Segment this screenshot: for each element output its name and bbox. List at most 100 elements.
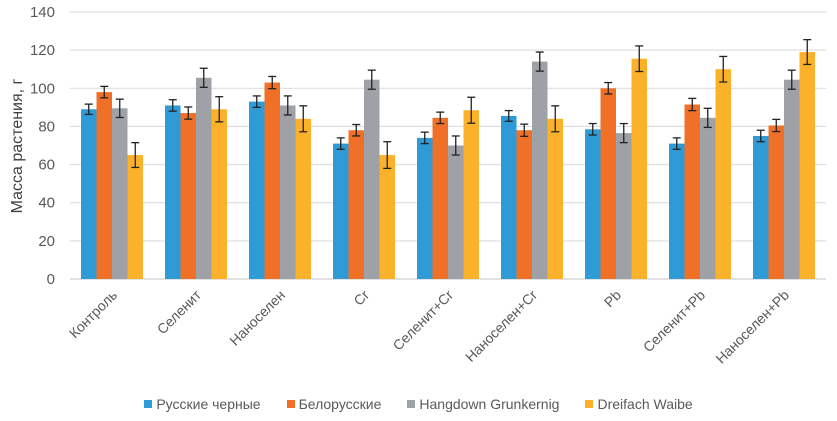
- bar-1-2: [264, 82, 280, 279]
- bars: [81, 52, 815, 280]
- x-tick-label: Cr: [350, 287, 372, 309]
- legend-label: Hangdown Grunkernig: [419, 396, 560, 412]
- error-bar-2-2: [283, 95, 292, 116]
- bar-0-6: [585, 129, 601, 279]
- error-bar-1-3: [352, 123, 361, 137]
- error-bar-2-5: [535, 51, 544, 72]
- error-bar-0-3: [336, 137, 345, 150]
- y-tick-label: 40: [38, 195, 55, 212]
- bar-1-5: [516, 130, 532, 279]
- bar-1-4: [432, 117, 448, 279]
- bar-3-3: [379, 155, 395, 279]
- bar-2-8: [784, 79, 800, 279]
- error-bar-1-5: [520, 123, 529, 137]
- error-bar-1-7: [688, 97, 697, 112]
- error-bar-2-7: [703, 107, 712, 129]
- error-bar-2-6: [619, 122, 628, 144]
- error-bars: [84, 39, 812, 170]
- legend-label: Белорусские: [298, 396, 382, 412]
- error-bar-3-7: [719, 55, 728, 83]
- bar-2-6: [616, 133, 632, 279]
- y-axis-title: Масса растения, г: [9, 78, 26, 213]
- legend: Русские черные Белорусские Hangdown Grunke…: [0, 396, 837, 412]
- bar-0-5: [501, 115, 517, 279]
- bar-chart: 0 20 40 60 80 100 120 140 Контроль Селенит Наносе…: [9, 4, 826, 367]
- legend-swatch: [144, 400, 153, 408]
- bar-2-1: [196, 77, 212, 280]
- x-tick-label: Контроль: [66, 287, 120, 341]
- y-tick-label: 0: [47, 271, 55, 288]
- error-bar-3-6: [635, 45, 644, 73]
- legend-item: Русские черные: [144, 396, 261, 412]
- bar-2-0: [112, 108, 128, 279]
- bar-1-0: [96, 92, 112, 279]
- y-tick-label: 60: [38, 157, 55, 174]
- bar-1-1: [180, 113, 196, 279]
- legend-label: Dreifach Waibe: [597, 396, 693, 412]
- error-bar-2-4: [451, 135, 460, 156]
- bar-3-4: [463, 110, 479, 279]
- error-bar-3-1: [215, 96, 224, 123]
- error-bar-2-0: [115, 98, 124, 119]
- bar-2-3: [364, 79, 380, 279]
- bar-3-1: [211, 109, 227, 279]
- y-tick-label: 120: [30, 42, 55, 59]
- bar-3-6: [631, 58, 647, 279]
- x-tick-label: Наноселен+Pb: [712, 287, 792, 367]
- error-bar-1-0: [100, 85, 109, 99]
- error-bar-0-2: [252, 95, 261, 109]
- bar-1-6: [600, 88, 616, 280]
- error-bar-1-4: [436, 111, 445, 125]
- bar-3-7: [715, 69, 731, 279]
- legend-label: Русские черные: [156, 396, 261, 412]
- x-tick-labels: Контроль Селенит Наноселен Cr Селенит+Cr Нано…: [66, 286, 792, 366]
- legend-swatch: [585, 400, 594, 408]
- bar-1-3: [348, 130, 364, 279]
- bar-2-7: [700, 117, 716, 279]
- x-tick-label: Селенит+Pb: [640, 287, 708, 355]
- y-tick-label: 140: [30, 4, 55, 21]
- bar-3-5: [547, 118, 563, 279]
- bar-0-0: [81, 109, 97, 279]
- error-bar-0-1: [168, 99, 177, 112]
- y-tick-label: 80: [38, 118, 55, 135]
- bar-0-8: [753, 135, 769, 279]
- bar-0-7: [669, 143, 685, 279]
- error-bar-0-6: [588, 122, 597, 136]
- error-bar-1-1: [184, 106, 193, 120]
- bar-3-0: [127, 155, 143, 279]
- error-bar-1-2: [268, 75, 277, 90]
- legend-item: Dreifach Waibe: [585, 396, 693, 412]
- error-bar-2-3: [367, 69, 376, 90]
- legend-item: Белорусские: [286, 396, 382, 412]
- x-tick-label: Селенит+Cr: [389, 287, 456, 354]
- bar-1-8: [768, 125, 784, 279]
- legend-swatch: [286, 400, 295, 408]
- error-bar-0-8: [756, 129, 765, 143]
- bar-2-5: [532, 61, 548, 280]
- y-tick-label: 100: [30, 80, 55, 97]
- x-tick-label: Наноселен: [226, 287, 288, 349]
- error-bar-1-6: [604, 81, 613, 95]
- legend-swatch: [407, 400, 416, 408]
- x-tick-label: Наноселен+Cr: [462, 287, 540, 365]
- error-bar-3-2: [299, 105, 308, 133]
- y-tick-label: 20: [38, 233, 55, 250]
- error-bar-0-7: [672, 137, 681, 150]
- error-bar-2-1: [199, 67, 208, 88]
- bar-0-3: [333, 143, 349, 279]
- error-bar-1-8: [772, 118, 781, 133]
- bar-0-2: [249, 101, 265, 279]
- x-tick-label: Pb: [601, 287, 625, 311]
- bar-0-1: [165, 105, 181, 279]
- legend-item: Hangdown Grunkernig: [407, 396, 559, 412]
- bar-3-2: [295, 118, 311, 279]
- bar-3-8: [799, 52, 815, 279]
- y-tick-labels: 0 20 40 60 80 100 120 140: [30, 4, 55, 288]
- bar-2-2: [280, 105, 296, 279]
- error-bar-2-8: [787, 69, 796, 90]
- bar-0-4: [417, 137, 433, 279]
- error-bar-3-4: [467, 96, 476, 124]
- error-bar-3-8: [803, 39, 812, 66]
- error-bar-3-0: [131, 141, 140, 169]
